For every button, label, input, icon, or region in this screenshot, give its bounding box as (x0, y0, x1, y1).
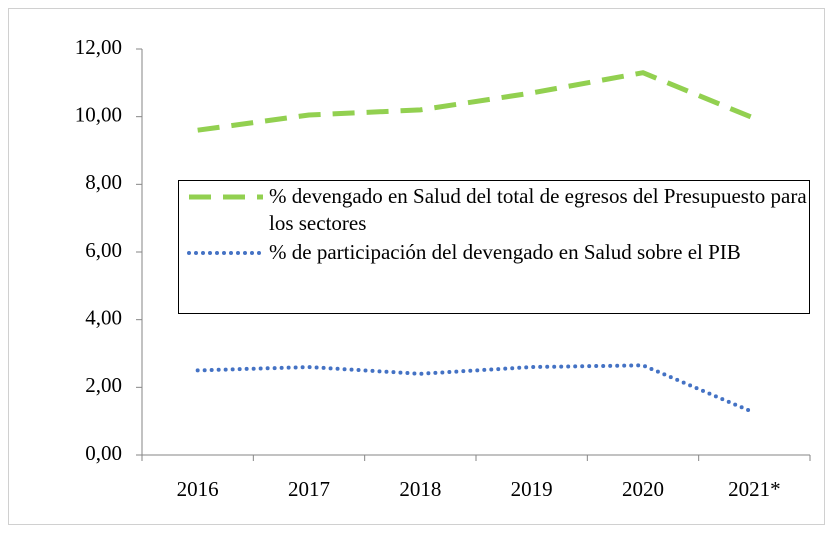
legend-label: % devengado en Salud del total de egreso… (269, 184, 807, 235)
y-tick-label: 0,00 (85, 441, 122, 465)
y-tick-label: 2,00 (85, 373, 122, 397)
legend-entry: % de participación del devengado en Salu… (179, 239, 809, 266)
legend-entry: % devengado en Salud del total de egreso… (179, 183, 809, 237)
series-line (197, 70, 756, 133)
y-tick-label: 6,00 (85, 238, 122, 262)
series-line (195, 363, 757, 415)
legend: % devengado en Salud del total de egreso… (178, 180, 810, 314)
y-tick-label: 10,00 (75, 102, 122, 126)
x-tick-label: 2017 (288, 477, 330, 501)
y-tick-label: 4,00 (85, 305, 122, 329)
y-tick-label: 8,00 (85, 170, 122, 194)
legend-swatch (187, 251, 265, 255)
x-tick-label: 2018 (399, 477, 441, 501)
x-tick-label: 2021* (728, 477, 781, 501)
x-tick-label: 2016 (177, 477, 219, 501)
x-tick-label: 2020 (622, 477, 664, 501)
x-tick-label: 2019 (511, 477, 553, 501)
chart-border (8, 8, 825, 525)
y-tick-label: 12,00 (75, 35, 122, 59)
legend-swatch (189, 194, 263, 200)
legend-label: % de participación del devengado en Salu… (269, 240, 741, 264)
